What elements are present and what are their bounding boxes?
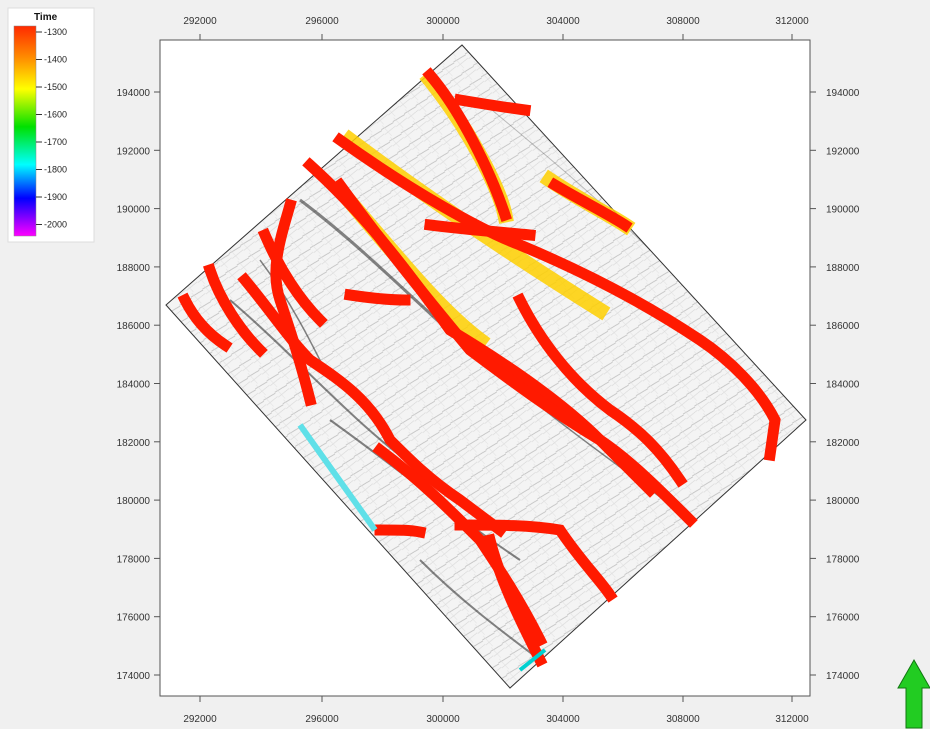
legend-title: Time bbox=[34, 12, 58, 23]
legend-label: -1500 bbox=[44, 82, 67, 92]
y-tick-label-left: 186000 bbox=[117, 321, 151, 332]
x-tick-label-bottom: 308000 bbox=[666, 714, 700, 725]
fault-line bbox=[512, 292, 688, 488]
y-tick-label-left: 194000 bbox=[117, 88, 151, 99]
north-arrow-icon bbox=[897, 658, 930, 729]
y-tick-label-left: 180000 bbox=[117, 496, 151, 507]
fault-line bbox=[332, 132, 781, 462]
legend-label: -1800 bbox=[44, 165, 67, 175]
y-tick-label-right: 192000 bbox=[826, 146, 860, 157]
fault-line bbox=[332, 177, 698, 528]
y-tick-label-left: 182000 bbox=[117, 438, 151, 449]
fault-line bbox=[547, 177, 633, 233]
x-tick-label-bottom: 292000 bbox=[183, 714, 217, 725]
fault-line bbox=[257, 227, 328, 328]
y-tick-label-left: 188000 bbox=[117, 263, 151, 274]
x-tick-label-top: 312000 bbox=[775, 16, 809, 27]
legend-label: -2000 bbox=[44, 220, 67, 230]
x-tick-label-bottom: 300000 bbox=[426, 714, 460, 725]
fault-line bbox=[270, 198, 317, 407]
y-tick-label-left: 190000 bbox=[117, 205, 151, 216]
axes: 292000 292000 296000 296000 300000 300000 3040… bbox=[117, 16, 860, 725]
y-tick-label-right: 176000 bbox=[826, 613, 860, 624]
x-tick-label-bottom: 312000 bbox=[775, 714, 809, 725]
legend-label: -1700 bbox=[44, 137, 67, 147]
y-tick-label-right: 182000 bbox=[826, 438, 860, 449]
y-tick-label-right: 178000 bbox=[826, 554, 860, 565]
x-tick-label-bottom: 304000 bbox=[546, 714, 580, 725]
fault-line bbox=[237, 272, 508, 538]
fault-line bbox=[453, 93, 532, 117]
fault-line bbox=[177, 292, 233, 353]
y-tick-label-left: 192000 bbox=[117, 146, 151, 157]
fault-line bbox=[422, 67, 512, 222]
y-tick-label-right: 174000 bbox=[826, 671, 860, 682]
y-tick-label-left: 174000 bbox=[117, 671, 151, 682]
fault-lines bbox=[177, 67, 781, 668]
fault-line bbox=[454, 519, 618, 603]
y-tick-label-left: 176000 bbox=[117, 613, 151, 624]
fault-line bbox=[374, 524, 427, 539]
y-tick-label-right: 180000 bbox=[826, 496, 860, 507]
legend-colorbar bbox=[13, 25, 37, 237]
x-tick-label-top: 300000 bbox=[426, 16, 460, 27]
x-tick-label-bottom: 296000 bbox=[305, 714, 339, 725]
x-tick-label-top: 304000 bbox=[546, 16, 580, 27]
fault-line bbox=[483, 533, 548, 668]
x-tick-label-top: 296000 bbox=[305, 16, 339, 27]
edge-markers bbox=[297, 423, 547, 672]
legend-label: -1600 bbox=[44, 110, 67, 120]
fault-line bbox=[203, 263, 268, 358]
color-legend: Time -1300 -1400 -1500 -1600 -1700 -1800 -1900… bbox=[7, 7, 95, 243]
x-tick-label-top: 292000 bbox=[183, 16, 217, 27]
y-tick-label-left: 184000 bbox=[117, 380, 151, 391]
fault-line bbox=[343, 288, 411, 306]
fault-line bbox=[372, 442, 548, 648]
y-tick-label-left: 178000 bbox=[117, 554, 151, 565]
fault-line bbox=[423, 218, 537, 242]
y-tick-label-right: 188000 bbox=[826, 263, 860, 274]
y-tick-label-right: 194000 bbox=[826, 88, 860, 99]
y-tick-label-right: 190000 bbox=[826, 205, 860, 216]
legend-label: -1400 bbox=[44, 55, 67, 65]
legend-label: -1300 bbox=[44, 27, 67, 37]
y-tick-label-right: 184000 bbox=[826, 380, 860, 391]
y-tick-label-right: 186000 bbox=[826, 321, 860, 332]
x-tick-label-top: 308000 bbox=[666, 16, 700, 27]
legend-label: -1900 bbox=[44, 192, 67, 202]
